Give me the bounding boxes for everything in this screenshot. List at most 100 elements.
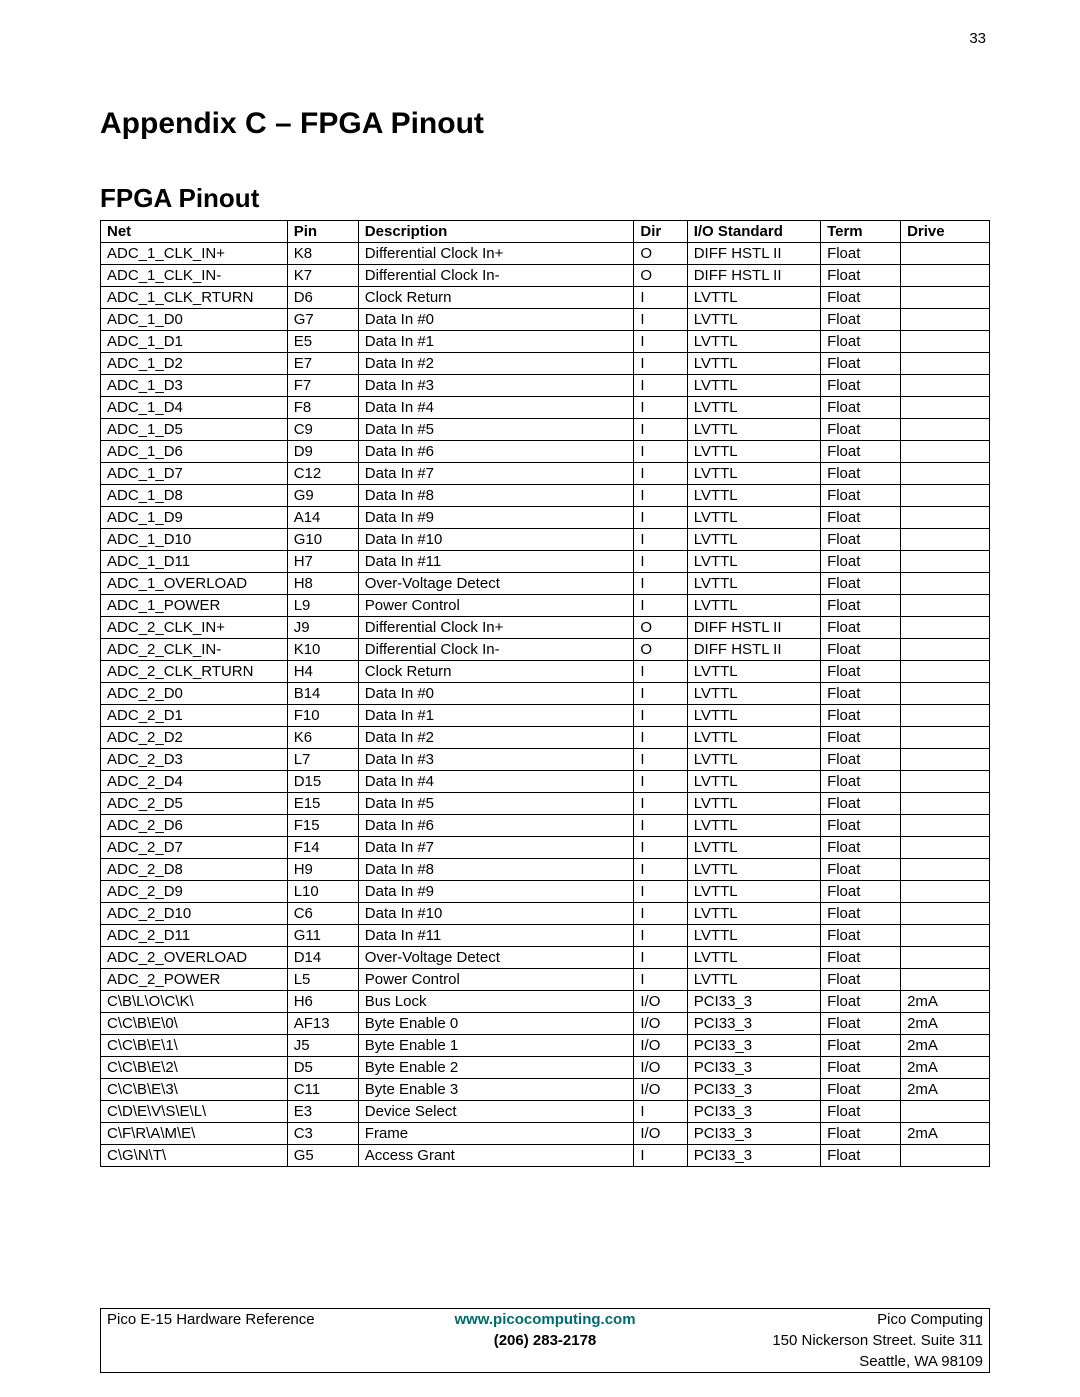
table-cell: ADC_1_CLK_IN- <box>101 265 288 287</box>
table-cell: 2mA <box>901 1035 990 1057</box>
table-cell: Float <box>821 375 901 397</box>
table-cell: PCI33_3 <box>687 1145 820 1167</box>
table-row: ADC_2_D7F14Data In #7ILVTTLFloat <box>101 837 990 859</box>
table-cell: AF13 <box>287 1013 358 1035</box>
table-cell: LVTTL <box>687 397 820 419</box>
table-cell <box>901 309 990 331</box>
table-cell: Data In #6 <box>358 441 634 463</box>
footer-url-link[interactable]: www.picocomputing.com <box>454 1311 635 1328</box>
table-cell: Float <box>821 419 901 441</box>
table-cell: Clock Return <box>358 661 634 683</box>
table-cell: ADC_2_D5 <box>101 793 288 815</box>
table-cell: PCI33_3 <box>687 1057 820 1079</box>
table-cell: C9 <box>287 419 358 441</box>
table-cell: C\C\B\E\0\ <box>101 1013 288 1035</box>
table-cell: Differential Clock In+ <box>358 243 634 265</box>
table-cell <box>901 353 990 375</box>
table-cell: Float <box>821 1123 901 1145</box>
table-cell: PCI33_3 <box>687 991 820 1013</box>
table-cell: I <box>634 529 687 551</box>
table-cell: Data In #6 <box>358 815 634 837</box>
table-cell: ADC_1_CLK_IN+ <box>101 243 288 265</box>
table-cell <box>901 881 990 903</box>
table-cell: Float <box>821 1079 901 1101</box>
table-cell: C\C\B\E\2\ <box>101 1057 288 1079</box>
table-cell: Float <box>821 463 901 485</box>
table-row: ADC_2_D10C6Data In #10ILVTTLFloat <box>101 903 990 925</box>
table-row: ADC_1_D6D9Data In #6ILVTTLFloat <box>101 441 990 463</box>
table-cell: LVTTL <box>687 771 820 793</box>
table-cell: I <box>634 375 687 397</box>
table-cell: I <box>634 793 687 815</box>
footer-company: Pico Computing <box>691 1311 983 1328</box>
table-cell <box>901 1101 990 1123</box>
table-cell <box>901 815 990 837</box>
table-cell: Data In #1 <box>358 331 634 353</box>
table-cell <box>901 595 990 617</box>
table-cell: ADC_1_D9 <box>101 507 288 529</box>
table-cell: I <box>634 397 687 419</box>
table-cell: Float <box>821 683 901 705</box>
pinout-header-cell: I/O Standard <box>687 221 820 243</box>
table-cell: ADC_1_D7 <box>101 463 288 485</box>
table-cell: ADC_1_D2 <box>101 353 288 375</box>
table-cell <box>901 617 990 639</box>
table-cell: 2mA <box>901 1013 990 1035</box>
table-cell <box>901 1145 990 1167</box>
table-cell: Float <box>821 815 901 837</box>
table-cell: ADC_2_D1 <box>101 705 288 727</box>
table-cell: ADC_2_D0 <box>101 683 288 705</box>
table-cell: Float <box>821 661 901 683</box>
table-cell: K8 <box>287 243 358 265</box>
table-cell: Power Control <box>358 595 634 617</box>
table-cell <box>901 419 990 441</box>
table-cell: I <box>634 353 687 375</box>
table-cell <box>901 639 990 661</box>
table-row: ADC_2_D1F10Data In #1ILVTTLFloat <box>101 705 990 727</box>
table-cell: Float <box>821 529 901 551</box>
table-cell: E7 <box>287 353 358 375</box>
table-cell: F7 <box>287 375 358 397</box>
table-row: ADC_1_D5C9Data In #5ILVTTLFloat <box>101 419 990 441</box>
table-cell <box>901 859 990 881</box>
table-cell: E15 <box>287 793 358 815</box>
table-row: C\C\B\E\0\AF13Byte Enable 0I/OPCI33_3Flo… <box>101 1013 990 1035</box>
table-cell: PCI33_3 <box>687 1035 820 1057</box>
table-cell: Float <box>821 331 901 353</box>
table-cell: Float <box>821 749 901 771</box>
table-row: ADC_1_D11H7Data In #11ILVTTLFloat <box>101 551 990 573</box>
footer-addr1: 150 Nickerson Street. Suite 311 <box>691 1332 983 1349</box>
table-cell: I <box>634 969 687 991</box>
table-cell: I/O <box>634 1057 687 1079</box>
table-row: C\C\B\E\1\J5Byte Enable 1I/OPCI33_3Float… <box>101 1035 990 1057</box>
table-row: C\G\N\T\G5Access GrantIPCI33_3Float <box>101 1145 990 1167</box>
table-cell: LVTTL <box>687 551 820 573</box>
table-cell: Differential Clock In+ <box>358 617 634 639</box>
table-cell: G7 <box>287 309 358 331</box>
table-cell: I <box>634 837 687 859</box>
table-cell: Float <box>821 793 901 815</box>
table-row: ADC_1_D10G10Data In #10ILVTTLFloat <box>101 529 990 551</box>
table-cell: LVTTL <box>687 595 820 617</box>
table-cell: ADC_1_D6 <box>101 441 288 463</box>
table-cell: Byte Enable 0 <box>358 1013 634 1035</box>
table-row: ADC_1_CLK_IN+K8Differential Clock In+ODI… <box>101 243 990 265</box>
table-cell <box>901 969 990 991</box>
table-cell: Clock Return <box>358 287 634 309</box>
table-row: ADC_1_D1E5Data In #1ILVTTLFloat <box>101 331 990 353</box>
table-cell: LVTTL <box>687 529 820 551</box>
table-cell: LVTTL <box>687 331 820 353</box>
table-cell: K7 <box>287 265 358 287</box>
table-cell: Data In #10 <box>358 903 634 925</box>
table-cell: Float <box>821 507 901 529</box>
table-row: ADC_2_POWERL5Power ControlILVTTLFloat <box>101 969 990 991</box>
table-cell: LVTTL <box>687 661 820 683</box>
table-cell: LVTTL <box>687 463 820 485</box>
table-cell: Float <box>821 397 901 419</box>
table-cell: G11 <box>287 925 358 947</box>
table-cell: I <box>634 419 687 441</box>
table-cell: B14 <box>287 683 358 705</box>
table-cell: O <box>634 617 687 639</box>
table-row: ADC_1_CLK_RTURND6Clock ReturnILVTTLFloat <box>101 287 990 309</box>
table-cell: E5 <box>287 331 358 353</box>
